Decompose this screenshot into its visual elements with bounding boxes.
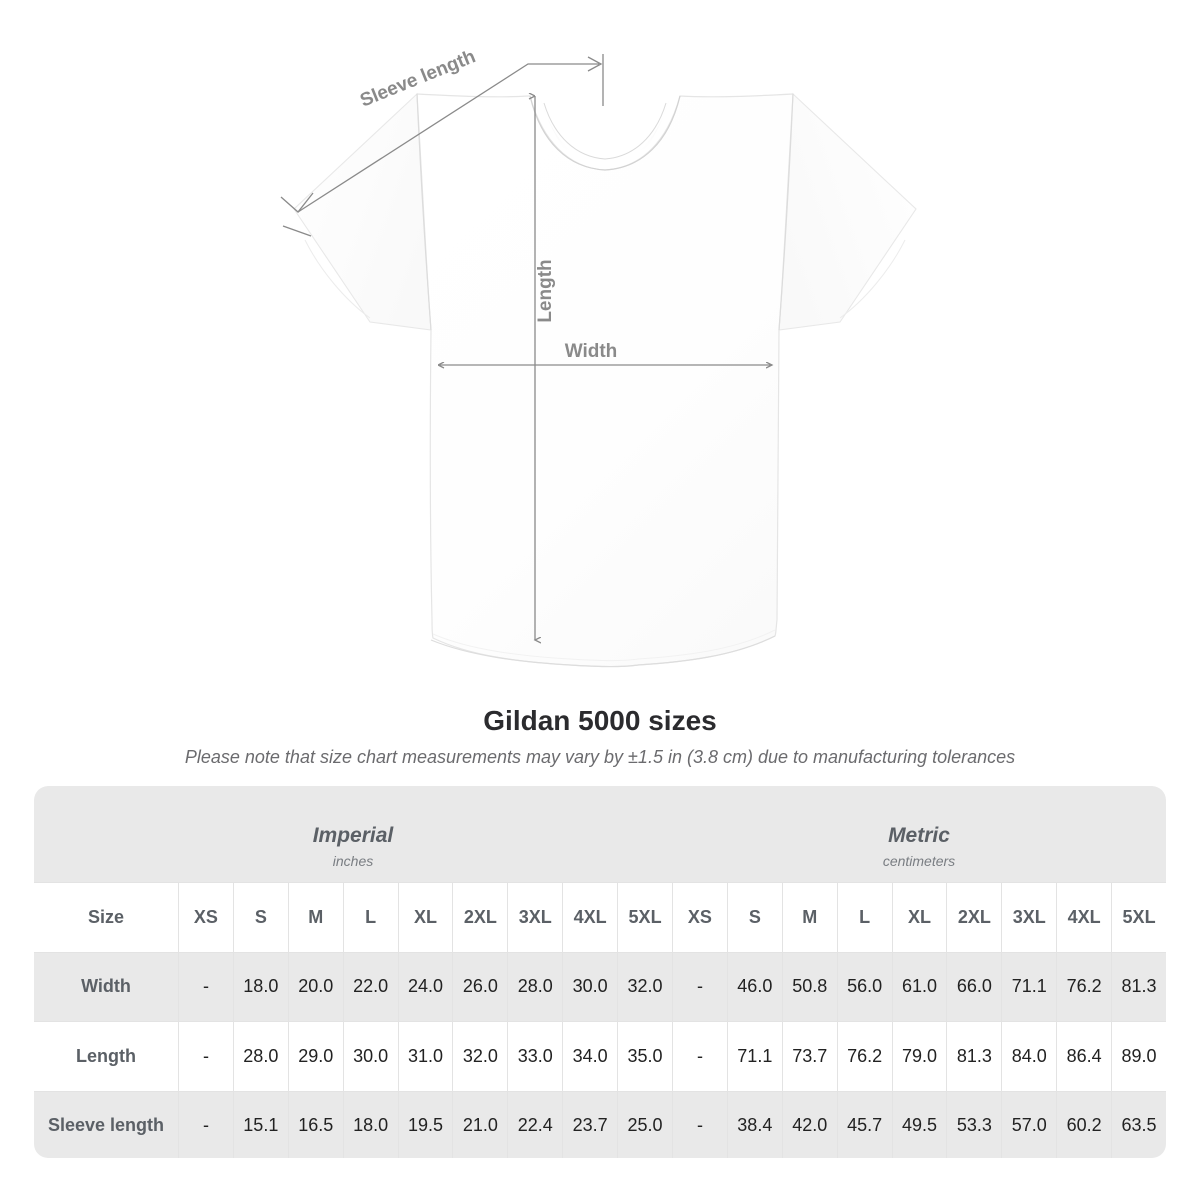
svg-text:Width: Width — [565, 341, 618, 362]
svg-text:Length: Length — [535, 259, 556, 322]
